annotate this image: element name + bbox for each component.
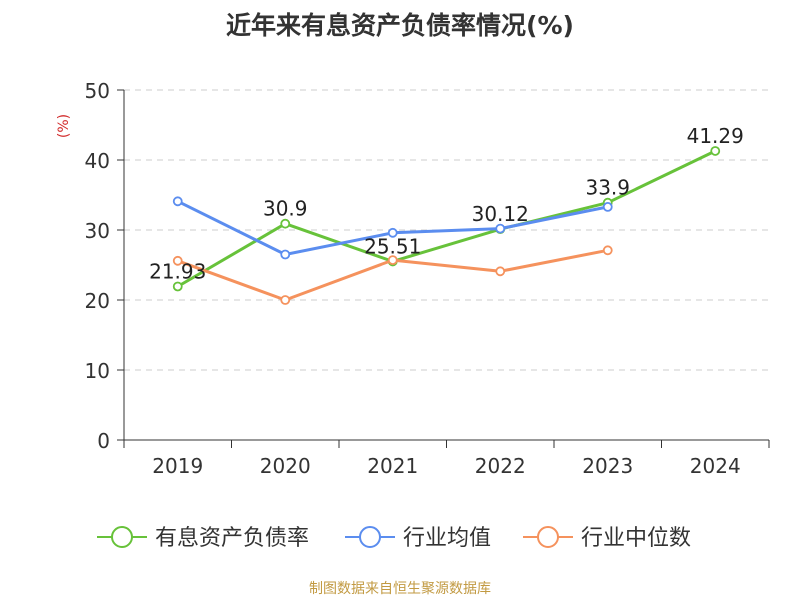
data-point-marker: [387, 227, 398, 238]
legend-marker-icon: [111, 526, 133, 548]
data-point-marker: [495, 266, 506, 277]
y-tick-label: 20: [85, 289, 110, 313]
data-label: 21.93: [149, 259, 206, 283]
data-point-marker: [280, 295, 291, 305]
x-tick-label: 2020: [260, 454, 311, 478]
data-point-marker: [387, 255, 398, 266]
data-label: 25.51: [364, 234, 421, 258]
legend-label: 有息资产负债率: [155, 526, 309, 551]
legend-item: 行业均值: [345, 526, 491, 551]
y-tick-label: 0: [97, 429, 110, 453]
data-point-marker: [280, 218, 291, 229]
x-tick-label: 2021: [367, 454, 418, 478]
series-line-0: [176, 149, 716, 288]
x-tick-label: 2019: [152, 454, 203, 478]
y-tick-label: 30: [85, 219, 110, 243]
source-note: 制图数据来自恒生聚源数据库: [309, 581, 491, 597]
x-tick-label: 2022: [475, 454, 526, 478]
data-point-marker: [710, 146, 721, 156]
data-point-marker: [172, 255, 183, 266]
data-label: 33.9: [585, 176, 630, 200]
data-label: 30.9: [263, 197, 308, 221]
chart-title: 近年来有息资产负债率情况(%): [226, 11, 574, 40]
legend-label: 行业均值: [403, 526, 491, 551]
legend-marker-icon: [537, 526, 559, 548]
y-tick-label: 50: [85, 79, 110, 103]
legend-item: 有息资产负债率: [97, 526, 309, 551]
data-point-marker: [602, 245, 613, 256]
y-axis-label: (%): [56, 114, 72, 138]
data-label: 41.29: [687, 124, 744, 148]
y-tick-label: 10: [85, 359, 110, 383]
legend-item: 行业中位数: [523, 526, 691, 551]
y-tick-label: 40: [85, 149, 110, 173]
x-tick-label: 2024: [690, 454, 741, 478]
data-point-marker: [172, 196, 183, 207]
legend-marker-icon: [359, 526, 381, 548]
data-label: 30.12: [472, 202, 529, 226]
legend-label: 行业中位数: [581, 526, 691, 551]
x-tick-label: 2023: [582, 454, 633, 478]
data-point-marker: [602, 201, 613, 212]
data-point-marker: [280, 249, 291, 260]
data-point-marker: [172, 281, 183, 292]
data-point-marker: [495, 223, 506, 234]
